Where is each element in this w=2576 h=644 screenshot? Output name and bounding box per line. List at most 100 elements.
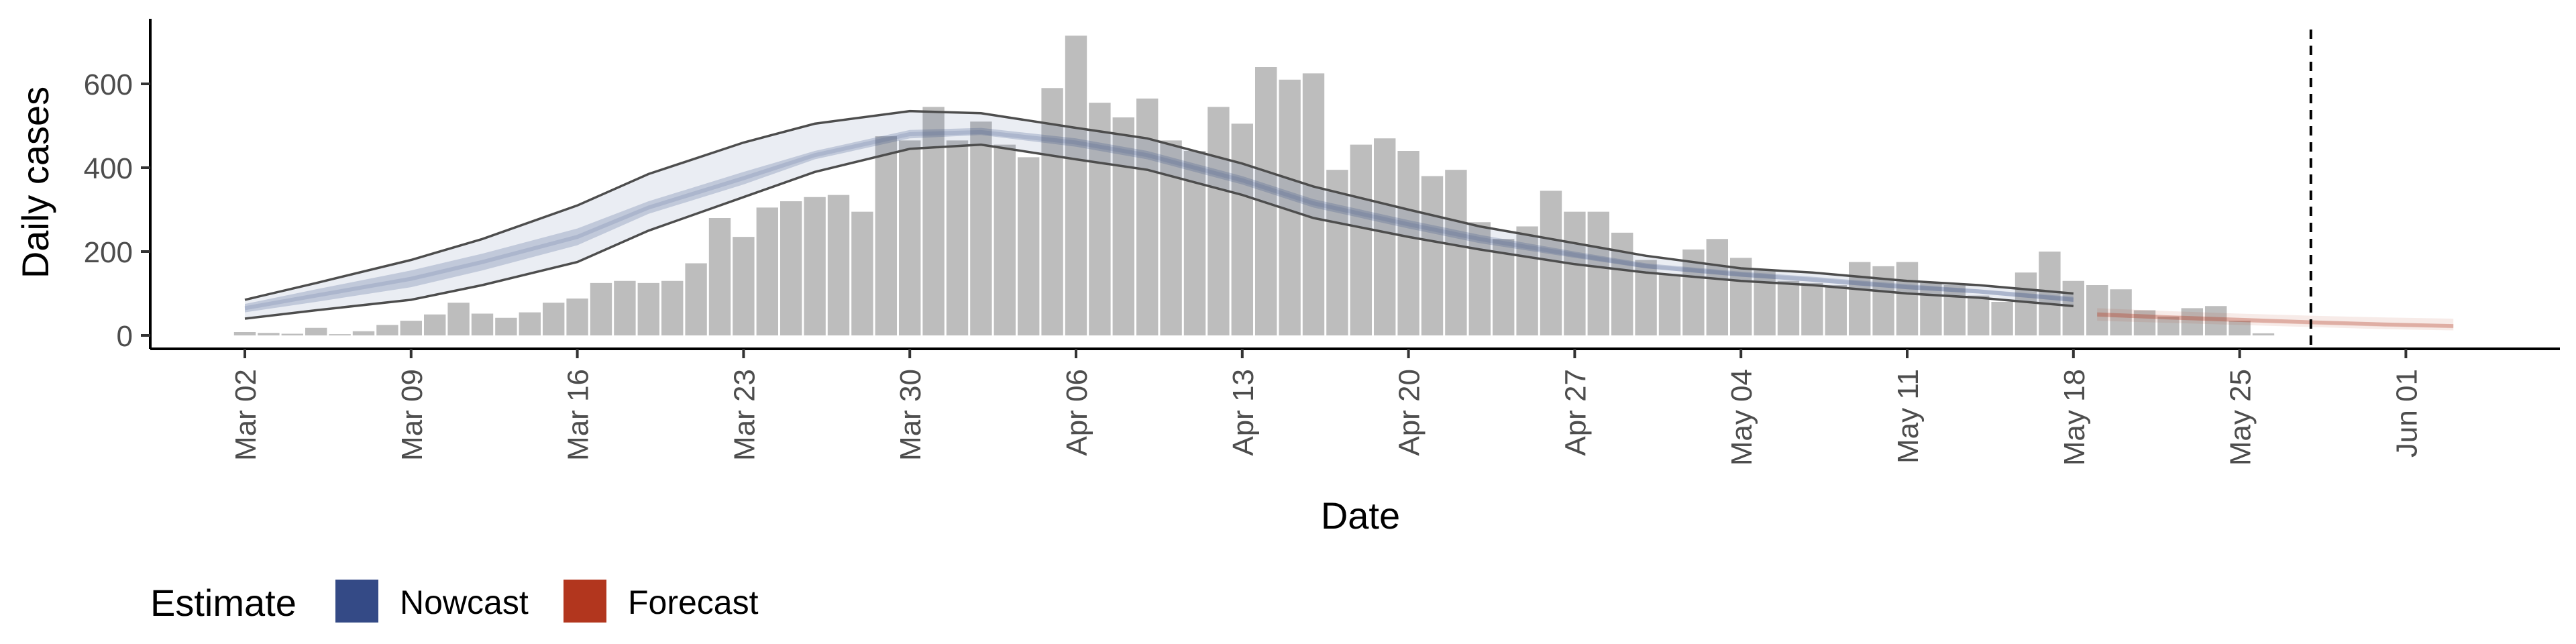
forecast-median-line bbox=[2097, 312, 2454, 329]
bar-mar-03 bbox=[258, 333, 280, 335]
estimate-interval-lines bbox=[244, 109, 2074, 320]
x-tick-label-mar-23: Mar 23 bbox=[728, 369, 761, 461]
bar-mar-28 bbox=[851, 211, 873, 335]
nowcast-median-line bbox=[244, 129, 2074, 311]
reported-cases-bars bbox=[233, 36, 2275, 335]
x-tick-label-apr-06: Apr 06 bbox=[1061, 369, 1093, 456]
bar-mar-05 bbox=[305, 327, 327, 335]
bar-may-14 bbox=[1968, 295, 1990, 335]
x-tick-label-may-25: May 25 bbox=[2224, 369, 2257, 466]
y-axis-title: Daily cases bbox=[14, 87, 56, 278]
legend: Estimate Nowcast Forecast bbox=[150, 580, 759, 624]
bar-may-26 bbox=[2252, 333, 2275, 335]
bar-apr-17 bbox=[1326, 170, 1348, 335]
forecast-band-50 bbox=[2097, 312, 2454, 328]
x-tick-label-apr-27: Apr 27 bbox=[1559, 369, 1592, 456]
bar-may-11 bbox=[1896, 262, 1919, 335]
bar-apr-07 bbox=[1089, 103, 1111, 335]
bar-apr-22 bbox=[1445, 170, 1467, 335]
bar-may-08 bbox=[1825, 285, 1847, 335]
bar-mar-06 bbox=[329, 334, 351, 335]
bar-may-18 bbox=[2062, 280, 2084, 335]
bar-mar-13 bbox=[495, 317, 517, 335]
bar-may-04 bbox=[1730, 258, 1752, 335]
bar-mar-19 bbox=[637, 282, 659, 335]
bar-mar-23 bbox=[733, 237, 755, 335]
y-tick-label-0: 0 bbox=[117, 320, 133, 353]
bar-mar-07 bbox=[352, 331, 375, 335]
bar-apr-01 bbox=[946, 140, 969, 335]
x-tick-label-mar-16: Mar 16 bbox=[562, 369, 595, 461]
x-axis-title: Date bbox=[1321, 494, 1400, 537]
bar-mar-11 bbox=[447, 303, 470, 335]
bar-may-25 bbox=[2229, 321, 2251, 335]
bar-may-20 bbox=[2110, 289, 2132, 335]
bar-mar-09 bbox=[400, 321, 422, 335]
bar-may-22 bbox=[2157, 316, 2180, 335]
legend-swatch-nowcast bbox=[335, 580, 378, 623]
x-tick-label-mar-02: Mar 02 bbox=[229, 369, 262, 461]
legend-label-nowcast: Nowcast bbox=[400, 584, 529, 621]
bar-apr-09 bbox=[1136, 98, 1159, 335]
y-tick-label-600: 600 bbox=[84, 68, 133, 101]
nowcast-band-90 bbox=[245, 111, 2074, 319]
bar-mar-30 bbox=[899, 140, 921, 335]
bar-apr-16 bbox=[1302, 73, 1325, 335]
bar-mar-21 bbox=[685, 263, 707, 335]
bar-apr-21 bbox=[1421, 176, 1444, 335]
x-axis-ticks: Mar 02 Mar 09 Mar 16 Mar 23 Mar 30 Apr 06 Apr … bbox=[229, 349, 2423, 466]
x-tick-label-may-18: May 18 bbox=[2058, 369, 2091, 466]
bar-mar-14 bbox=[519, 312, 541, 335]
bar-may-09 bbox=[1849, 262, 1871, 335]
bar-mar-12 bbox=[471, 313, 494, 335]
y-tick-label-400: 400 bbox=[84, 152, 133, 185]
bar-mar-20 bbox=[661, 280, 684, 335]
bar-mar-16 bbox=[566, 299, 588, 335]
legend-label-forecast: Forecast bbox=[628, 584, 759, 621]
x-tick-label-mar-30: Mar 30 bbox=[894, 369, 927, 461]
bar-apr-23 bbox=[1468, 222, 1491, 335]
bar-may-16 bbox=[2015, 272, 2037, 335]
bar-apr-12 bbox=[1208, 107, 1230, 335]
bar-mar-10 bbox=[424, 314, 446, 335]
x-tick-label-apr-20: Apr 20 bbox=[1393, 369, 1426, 456]
bar-mar-08 bbox=[376, 325, 398, 335]
bar-mar-02 bbox=[233, 332, 256, 335]
legend-title: Estimate bbox=[150, 582, 297, 624]
bar-mar-24 bbox=[756, 207, 778, 335]
bar-apr-28 bbox=[1587, 211, 1609, 335]
bar-mar-18 bbox=[614, 280, 636, 335]
bar-apr-05 bbox=[1041, 88, 1063, 335]
bar-mar-26 bbox=[804, 197, 826, 335]
bar-apr-08 bbox=[1112, 117, 1134, 335]
y-axis-ticks: 0 200 400 600 bbox=[84, 68, 150, 353]
bar-may-19 bbox=[2086, 285, 2108, 335]
x-tick-label-may-11: May 11 bbox=[1892, 369, 1925, 464]
bar-may-10 bbox=[1872, 266, 1894, 335]
bar-may-23 bbox=[2181, 308, 2203, 335]
bar-apr-20 bbox=[1397, 151, 1419, 335]
x-tick-label-may-04: May 04 bbox=[1725, 369, 1758, 466]
bar-apr-29 bbox=[1611, 232, 1633, 335]
bar-may-01 bbox=[1658, 274, 1681, 335]
bar-may-21 bbox=[2133, 310, 2156, 335]
bar-may-13 bbox=[1943, 285, 1966, 335]
bar-mar-27 bbox=[827, 195, 850, 335]
bar-mar-04 bbox=[281, 333, 303, 335]
bar-apr-03 bbox=[994, 144, 1016, 335]
bar-mar-15 bbox=[543, 303, 565, 335]
bar-apr-02 bbox=[970, 121, 992, 335]
x-tick-label-apr-13: Apr 13 bbox=[1227, 369, 1260, 456]
bar-may-17 bbox=[2039, 252, 2061, 335]
bar-may-03 bbox=[1706, 239, 1728, 335]
bar-apr-18 bbox=[1350, 144, 1372, 335]
x-tick-label-jun-01: Jun 01 bbox=[2390, 369, 2423, 458]
bar-mar-22 bbox=[708, 218, 731, 335]
bar-mar-25 bbox=[780, 201, 802, 335]
bar-may-07 bbox=[1801, 282, 1823, 335]
bar-may-24 bbox=[2205, 306, 2227, 335]
estimate-bands bbox=[244, 111, 2454, 331]
legend-swatch-forecast bbox=[564, 580, 606, 623]
bar-mar-31 bbox=[922, 107, 945, 335]
y-tick-label-200: 200 bbox=[84, 236, 133, 269]
